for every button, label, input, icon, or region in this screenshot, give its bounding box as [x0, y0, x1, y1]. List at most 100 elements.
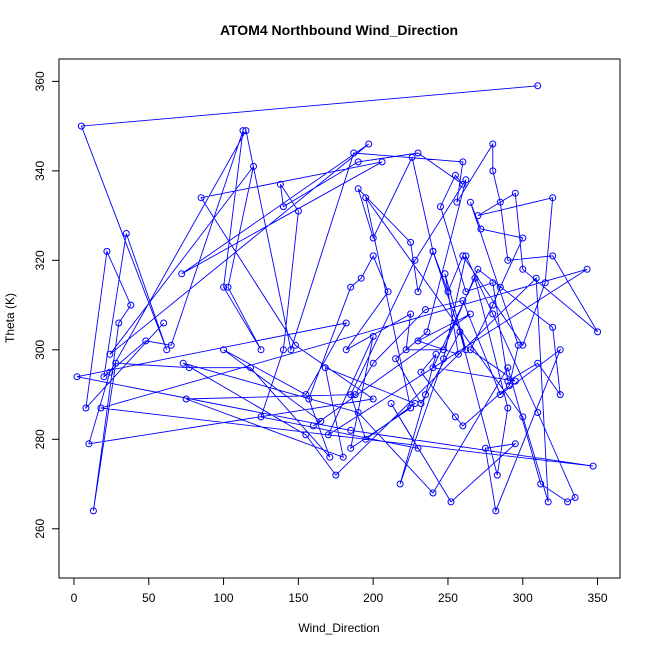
data-point	[302, 431, 310, 439]
x-tick-label: 250	[438, 591, 458, 605]
data-point	[115, 319, 123, 327]
data-point	[474, 212, 482, 220]
data-point	[354, 185, 362, 193]
data-point	[549, 323, 557, 331]
data-point	[564, 498, 572, 506]
data-point	[414, 337, 422, 345]
data-point	[342, 346, 350, 354]
x-tick-label: 200	[363, 591, 383, 605]
data-point	[89, 507, 97, 515]
data-point	[347, 391, 355, 399]
data-point	[441, 270, 449, 278]
data-point	[351, 391, 359, 399]
data-point	[291, 341, 299, 349]
data-point	[279, 203, 287, 211]
data-point	[571, 494, 579, 501]
series-layer	[73, 82, 602, 515]
data-point	[462, 346, 470, 354]
data-point	[462, 252, 470, 260]
data-point	[583, 265, 591, 273]
data-point	[179, 359, 187, 367]
data-point	[220, 283, 228, 291]
data-point	[112, 359, 120, 367]
data-point	[347, 444, 355, 452]
data-point	[185, 364, 193, 372]
data-point	[305, 395, 313, 403]
data-point	[414, 444, 422, 452]
data-point	[422, 391, 429, 399]
data-point	[511, 440, 519, 448]
data-point	[504, 404, 512, 412]
data-point	[122, 230, 130, 237]
data-point	[471, 274, 479, 282]
data-point	[347, 426, 355, 434]
data-point	[534, 82, 542, 90]
x-tick-label: 350	[588, 591, 608, 605]
data-point	[387, 400, 395, 407]
data-point	[519, 341, 527, 349]
data-point	[423, 328, 431, 336]
data-point	[408, 153, 416, 161]
data-point	[422, 306, 429, 314]
data-point	[544, 498, 552, 506]
y-axis-label: Theta (K)	[3, 293, 17, 343]
data-point	[224, 283, 232, 291]
data-point	[474, 265, 482, 273]
data-point	[556, 391, 564, 399]
data-point	[369, 359, 377, 367]
data-point	[287, 346, 295, 354]
plot-frame	[58, 58, 621, 579]
data-point	[350, 149, 358, 157]
y-tick-label: 280	[33, 429, 47, 449]
y-tick-label: 260	[33, 518, 47, 538]
data-point	[392, 355, 400, 363]
data-point	[82, 404, 90, 412]
data-point	[279, 346, 287, 354]
data-point	[103, 247, 111, 255]
data-point	[511, 189, 519, 197]
data-point	[354, 409, 362, 416]
data-point	[489, 279, 497, 287]
data-point	[466, 310, 474, 318]
data-point	[276, 180, 284, 188]
data-point	[541, 279, 549, 287]
data-point	[493, 471, 501, 479]
data-point	[242, 127, 250, 135]
data-point	[250, 162, 257, 170]
data-point	[127, 301, 135, 309]
data-point	[537, 480, 545, 488]
data-point	[511, 377, 519, 385]
data-point	[492, 507, 500, 515]
data-point	[384, 288, 392, 296]
data-point	[432, 350, 440, 358]
data-point	[182, 395, 190, 403]
data-point	[362, 435, 370, 443]
data-point	[357, 274, 365, 282]
data-point	[378, 158, 386, 166]
data-point	[514, 341, 522, 349]
data-point	[451, 413, 459, 421]
data-point	[459, 422, 467, 430]
data-point	[489, 310, 497, 318]
data-point	[407, 310, 415, 318]
data-point	[459, 252, 467, 260]
data-point	[589, 462, 597, 470]
data-point	[504, 377, 512, 385]
x-tick-label: 50	[142, 591, 156, 605]
data-point	[481, 444, 489, 452]
data-point	[466, 346, 474, 354]
x-tick-label: 300	[513, 591, 533, 605]
data-point	[220, 346, 228, 354]
data-point	[519, 234, 527, 242]
data-point	[437, 203, 444, 211]
data-point	[549, 194, 557, 202]
data-point	[321, 364, 329, 372]
data-point	[407, 404, 415, 412]
data-point	[489, 167, 497, 175]
data-point	[489, 301, 497, 309]
data-point	[407, 238, 415, 246]
series-line	[76, 85, 598, 513]
data-point	[466, 198, 474, 206]
data-point	[100, 373, 108, 381]
